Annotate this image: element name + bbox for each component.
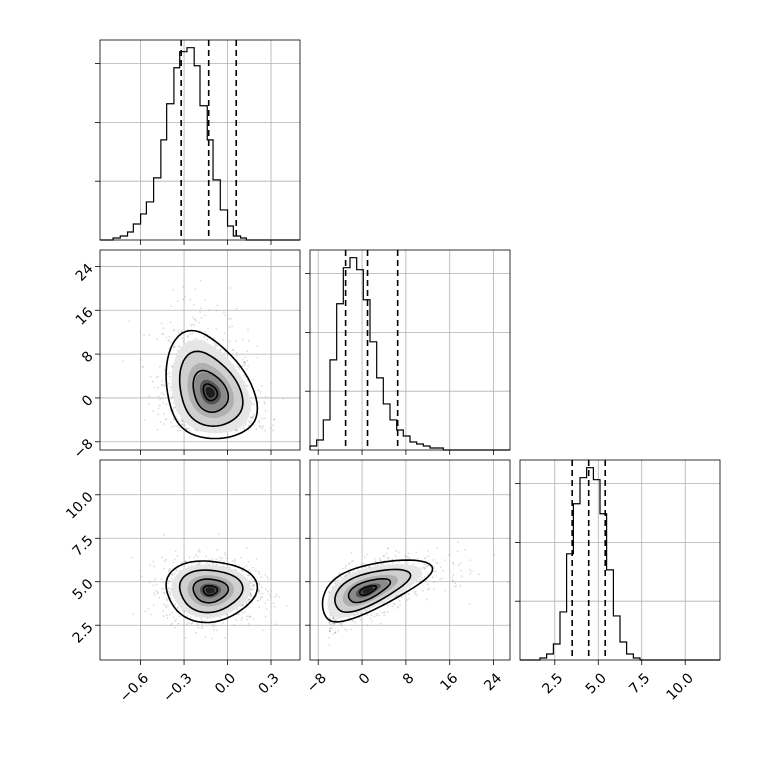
- contour-line: [202, 383, 219, 402]
- histogram-panel-0: [95, 39, 301, 245]
- density-shading: [171, 339, 251, 434]
- histogram-0: [100, 47, 300, 241]
- panel-frame: [99, 459, 301, 661]
- contour-line: [165, 329, 259, 440]
- panel-frame: [99, 249, 301, 451]
- contours: [165, 329, 259, 440]
- contour-line: [192, 369, 230, 414]
- panel-frame: [99, 39, 301, 241]
- contour-line: [178, 569, 244, 614]
- panel-frame: [309, 249, 511, 451]
- scatter-panel-1-2: −8 0 8 16 24: [304, 459, 511, 696]
- contour-line: [202, 585, 219, 597]
- histogram-panel-1: [305, 249, 511, 455]
- contour-line: [192, 578, 230, 604]
- panel-frame: [519, 459, 721, 661]
- contour-line: [358, 585, 378, 597]
- contour-line: [165, 560, 259, 624]
- contours: [321, 559, 434, 623]
- contours: [165, 560, 259, 624]
- contour-line: [321, 559, 434, 623]
- contour-line: [347, 578, 392, 604]
- contour-line: [334, 568, 412, 614]
- panel-frame: [309, 459, 511, 661]
- contour-line: [178, 350, 244, 428]
